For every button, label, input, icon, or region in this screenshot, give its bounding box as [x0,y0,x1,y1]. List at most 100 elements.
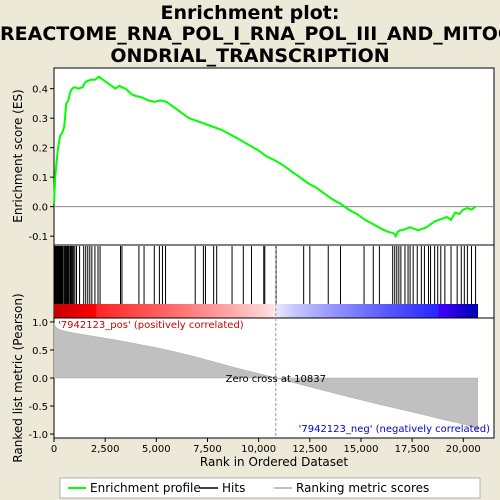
heatmap-cell [343,304,348,318]
heatmap-cell [431,304,436,318]
title-line-2: REACTOME_RNA_POL_I_RNA_POL_III_AND_MITOC… [0,23,500,45]
heatmap-cell [407,304,411,318]
rank-heatmap-bar [54,304,479,318]
heatmap-cell [195,304,200,318]
es-ytick-label: 0.0 [32,203,48,214]
heatmap-cell [177,304,182,318]
heatmap-cell [106,304,111,318]
heatmap-cell [308,304,313,318]
es-ytick-label: 0.3 [32,114,48,125]
heatmap-cell [403,304,408,318]
metric-ytick-label: 0.0 [32,374,48,385]
x-tick-label: 7,500 [193,444,222,455]
heatmap-cell [244,304,249,318]
heatmap-cell [219,304,224,318]
heatmap-cell [318,304,323,318]
heatmap-cell [248,304,253,318]
heatmap-cell [438,304,443,318]
heatmap-cell [371,304,376,318]
heatmap-cell [442,304,447,318]
heatmap-cell [89,304,94,318]
heatmap-cell [322,304,327,318]
x-tick-label: 12,500 [292,444,327,455]
heatmap-cell [230,304,235,318]
ranking-metric-area [53,322,478,433]
heatmap-cell [311,304,316,318]
heatmap-cell [375,304,380,318]
heatmap-cell [82,304,87,318]
heatmap-cell [258,304,263,318]
heatmap-cell [188,304,193,318]
heatmap-cell [212,304,217,318]
heatmap-cell [332,304,337,318]
heatmap-cell [124,304,129,318]
heatmap-cell [385,304,390,318]
heatmap-cell [286,304,291,318]
heatmap-cell [78,304,83,318]
heatmap-cell [117,304,122,318]
heatmap-cell [389,304,394,318]
heatmap-cell [57,304,62,318]
heatmap-cell [449,304,454,318]
heatmap-cell [456,304,461,318]
heatmap-cell [435,304,440,318]
heatmap-cell [470,304,475,318]
es-ytick-label: 0.1 [32,173,48,184]
title-line-3: ONDRIAL_TRANSCRIPTION [110,45,390,67]
heatmap-cell [290,304,295,318]
es-ytick-label: -0.1 [28,232,48,243]
metric-ytick-label: 1.0 [32,318,48,329]
heatmap-cell [163,304,168,318]
legend-entry-hits: Hits [222,481,245,495]
negative-correlation-label: '7942123_neg' (negatively correlated) [299,424,490,435]
heatmap-cell [75,304,80,318]
heatmap-cell [103,304,108,318]
heatmap-cell [459,304,464,318]
heatmap-cell [145,304,150,318]
heatmap-cell [424,304,429,318]
heatmap-cell [181,304,186,318]
heatmap-cell [347,304,351,318]
heatmap-cell [265,304,270,318]
title-line-1: Enrichment plot: [160,2,340,24]
heatmap-cell [325,304,330,318]
heatmap-cell [392,304,397,318]
heatmap-cell [297,304,302,318]
heatmap-cell [364,304,369,318]
heatmap-cell [61,304,65,318]
heatmap-cell [223,304,228,318]
es-plot-area [53,67,495,246]
es-axis-label: Enrichment score (ES) [11,89,25,222]
heatmap-cell [255,304,260,318]
heatmap-cell [234,304,238,318]
heatmap-cell [131,304,136,318]
heatmap-cell [304,304,309,318]
heatmap-cell [184,304,189,318]
heatmap-cell [202,304,207,318]
heatmap-cell [121,304,126,318]
heatmap-cell [142,304,147,318]
heatmap-cell [467,304,471,318]
heatmap-cell [92,304,97,318]
heatmap-cell [378,304,383,318]
x-axis-label: Rank in Ordered Dataset [200,455,348,469]
heatmap-cell [396,304,401,318]
heatmap-cell [329,304,334,318]
legend-entry-profile: Enrichment profile [90,481,201,495]
heatmap-cell [269,304,274,318]
heatmap-cell [64,304,69,318]
heatmap-cell [410,304,415,318]
heatmap-cell [241,304,246,318]
heatmap-cell [68,304,73,318]
heatmap-cell [463,304,468,318]
heatmap-cell [170,304,175,318]
heatmap-cell [226,304,231,318]
heatmap-cell [336,304,341,318]
metric-ytick-label: -1.0 [28,430,48,441]
heatmap-cell [421,304,426,318]
x-tick-label: 20,000 [446,444,481,455]
legend-entry-metric: Ranking metric scores [296,481,429,495]
x-tick-label: 2,500 [91,444,120,455]
positive-correlation-label: '7942123_pos' (positively correlated) [58,320,244,331]
